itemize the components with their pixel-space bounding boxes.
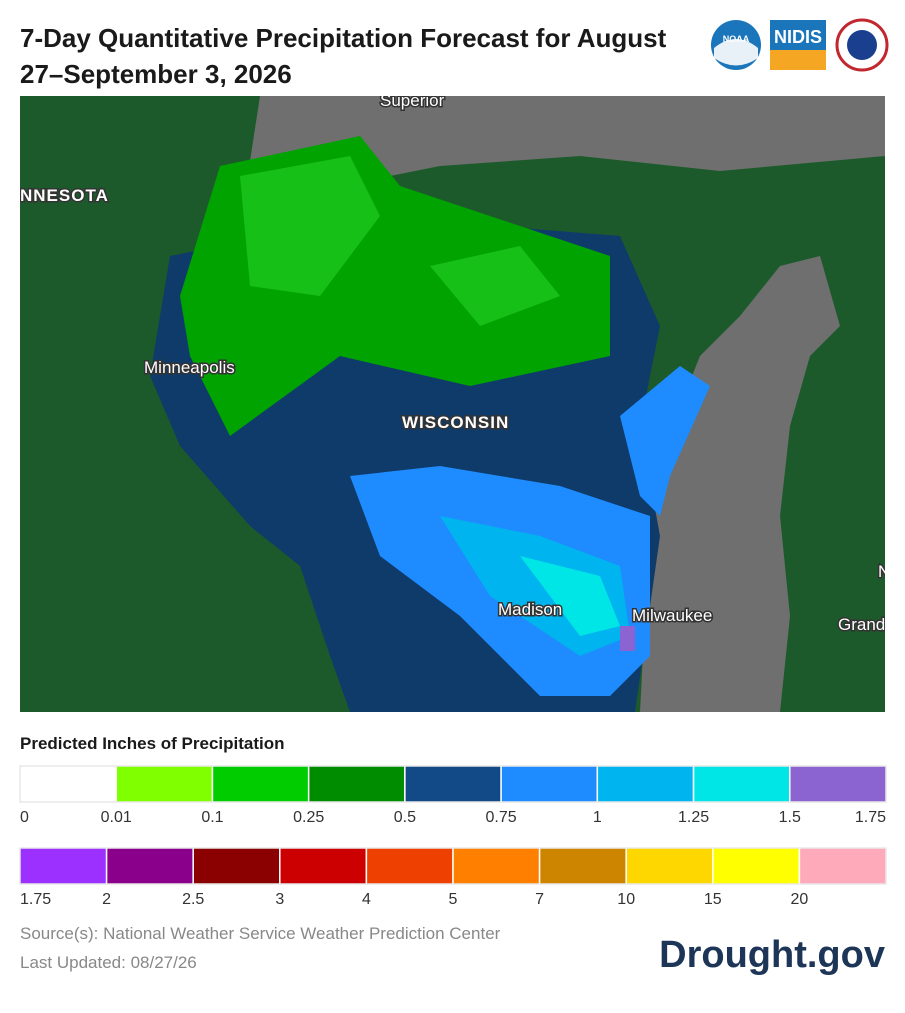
legend-tick-label: 0 bbox=[20, 809, 29, 826]
map-label: Madison bbox=[498, 600, 562, 619]
legend-tick-label: 20 bbox=[791, 891, 809, 908]
legend-swatch bbox=[789, 765, 887, 803]
legend-swatch bbox=[105, 847, 194, 885]
legend-tick-label: 0.1 bbox=[201, 809, 223, 826]
legend-tick-label: 2 bbox=[102, 891, 111, 908]
legend-tick-label: 5 bbox=[449, 891, 458, 908]
nws-inner bbox=[847, 30, 877, 60]
legend-swatch bbox=[307, 765, 406, 803]
legend-tick-label: 1.75 bbox=[20, 891, 51, 908]
bright-green bbox=[240, 156, 380, 296]
legend-tick-label: 4 bbox=[362, 891, 371, 908]
source: Source(s): National Weather Service Weat… bbox=[20, 924, 501, 943]
legend-swatch bbox=[404, 765, 502, 803]
legend-tick-label: 15 bbox=[704, 891, 722, 908]
lake-superior bbox=[250, 96, 885, 176]
legend-tick-label: 0.75 bbox=[486, 809, 517, 826]
legend-swatch bbox=[452, 847, 541, 885]
legend-tick-label: 0.5 bbox=[394, 809, 416, 826]
legend-tick-label: 0.01 bbox=[101, 809, 132, 826]
legend-tick-label: 3 bbox=[275, 891, 284, 908]
legend-outline bbox=[19, 847, 887, 885]
legend-tick-label: 10 bbox=[617, 891, 635, 908]
noaa-text: NOAA bbox=[723, 34, 750, 44]
legend-swatch bbox=[365, 847, 454, 885]
legend-swatch bbox=[596, 765, 695, 803]
map-label: Milwaukee bbox=[632, 606, 712, 625]
nidis-text: NIDIS bbox=[774, 27, 822, 47]
map-label: WISCONSIN bbox=[402, 413, 509, 432]
map-label: NNESOTA bbox=[20, 186, 109, 205]
map-label: Superior bbox=[380, 96, 445, 110]
legend-swatch bbox=[538, 847, 627, 885]
legend-outline bbox=[19, 765, 887, 803]
legend-tick-label: 1 bbox=[593, 809, 602, 826]
legend-swatch bbox=[798, 847, 887, 885]
legend-swatch bbox=[19, 847, 108, 885]
legend-title: Predicted Inches of Precipitation bbox=[20, 734, 285, 753]
map-label: Minneapolis bbox=[144, 358, 235, 377]
legend-swatch bbox=[211, 765, 310, 803]
map-label: Grand bbox=[838, 615, 885, 634]
bright-green-2 bbox=[430, 246, 560, 326]
legend-swatch bbox=[625, 847, 714, 885]
last-updated: Last Updated: 08/27/26 bbox=[20, 953, 197, 972]
legend-tick-label: 0.25 bbox=[293, 809, 324, 826]
legend-swatch bbox=[279, 847, 368, 885]
legend-tick-label: 2.5 bbox=[182, 891, 204, 908]
map-label: N bbox=[878, 562, 885, 581]
logos: NOAA NIDIS bbox=[711, 18, 889, 72]
title: 7-Day Quantitative Precipitation Forecas… bbox=[20, 23, 667, 89]
noaa-wave bbox=[714, 39, 758, 66]
cyan bbox=[520, 556, 620, 636]
map: Superior NNESOTA Minneapolis WISCONSIN M… bbox=[20, 96, 885, 712]
legend-tick-label: 7 bbox=[535, 891, 544, 908]
legend-swatch bbox=[115, 765, 214, 803]
legend-swatch bbox=[192, 847, 281, 885]
nidis-top bbox=[770, 20, 826, 50]
legend-tick-label: 1.5 bbox=[779, 809, 801, 826]
purple bbox=[620, 626, 635, 651]
legend-tick-label: 1.25 bbox=[678, 809, 709, 826]
door-blue bbox=[620, 366, 710, 516]
brand: Drought.gov bbox=[659, 934, 885, 976]
legend: 0 0.01 0.1 0.25 0.5 0.75 1 1.25 1.5 1.75 1.75 2 2.5 3… bbox=[19, 765, 887, 908]
legend-swatch bbox=[712, 847, 801, 885]
legend-swatch bbox=[19, 765, 117, 803]
legend-swatch bbox=[692, 765, 791, 803]
legend-swatch bbox=[500, 765, 599, 803]
legend-tick-label: 1.75 bbox=[855, 809, 886, 826]
lake-michigan bbox=[640, 256, 840, 712]
